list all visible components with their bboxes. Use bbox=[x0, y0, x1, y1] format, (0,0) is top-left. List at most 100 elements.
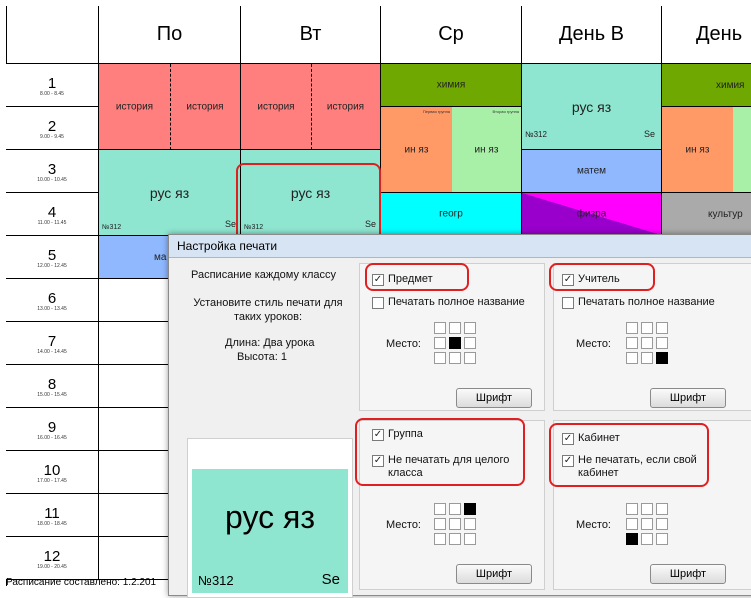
place-slot[interactable] bbox=[641, 352, 653, 364]
subject-checkbox[interactable]: ✓ bbox=[372, 274, 384, 286]
place-slot-selected[interactable] bbox=[656, 352, 668, 364]
period-row: 9 16.00 - 16.45 bbox=[6, 408, 99, 451]
subject-place-grid[interactable] bbox=[434, 322, 478, 366]
place-slot[interactable] bbox=[434, 352, 446, 364]
place-slot[interactable] bbox=[641, 337, 653, 349]
place-slot[interactable] bbox=[626, 352, 638, 364]
teacher-fullname-label: Печатать полное название bbox=[578, 296, 715, 308]
place-slot[interactable] bbox=[464, 322, 476, 334]
place-slot[interactable] bbox=[449, 322, 461, 334]
place-slot[interactable] bbox=[464, 352, 476, 364]
place-slot[interactable] bbox=[449, 518, 461, 530]
place-slot[interactable] bbox=[464, 518, 476, 530]
lesson-subject: рус яз bbox=[290, 184, 331, 201]
period-time: 10.00 - 10.45 bbox=[37, 177, 67, 183]
lesson-history-mon-a[interactable]: история bbox=[99, 64, 170, 150]
place-slot[interactable] bbox=[434, 337, 446, 349]
print-settings-dialog[interactable]: Настройка печати Расписание каждому клас… bbox=[168, 234, 751, 598]
highlight-cabinet bbox=[549, 423, 709, 487]
place-slot[interactable] bbox=[641, 322, 653, 334]
period-row: 7 14.00 - 14.45 bbox=[6, 322, 99, 365]
place-slot[interactable] bbox=[449, 503, 461, 515]
group-font-button[interactable]: Шрифт bbox=[456, 564, 532, 584]
place-slot[interactable] bbox=[641, 503, 653, 515]
place-slot[interactable] bbox=[626, 337, 638, 349]
lesson-chemistry-wed[interactable]: химия bbox=[381, 64, 522, 107]
period-number: 3 bbox=[47, 161, 57, 178]
teacher-checkbox[interactable]: ✓ bbox=[562, 274, 574, 286]
period-time: 16.00 - 16.45 bbox=[37, 435, 67, 441]
cabinet-noprint-checkbox[interactable]: ✓ bbox=[562, 455, 574, 467]
place-slot[interactable] bbox=[641, 518, 653, 530]
teacher-font-button[interactable]: Шрифт bbox=[650, 388, 726, 408]
day-header-next: День bbox=[662, 6, 751, 64]
day-header-mon: По bbox=[99, 6, 241, 64]
lesson-inyaz-next-a[interactable]: ин яз bbox=[662, 107, 733, 193]
place-slot[interactable] bbox=[434, 518, 446, 530]
cabinet-noprint-label: Не печатать, если свой кабинет bbox=[578, 454, 697, 479]
place-slot[interactable] bbox=[641, 533, 653, 545]
place-slot[interactable] bbox=[434, 322, 446, 334]
period-row: 1 8.00 - 8.45 bbox=[6, 64, 99, 107]
subject-place-label: Место: bbox=[386, 338, 421, 350]
period-row: 5 12.00 - 12.45 bbox=[6, 236, 99, 279]
subject-label: Предмет bbox=[388, 273, 433, 285]
place-slot[interactable] bbox=[656, 518, 668, 530]
lesson-inyaz-wed-b[interactable]: Вторая группа ин яз bbox=[452, 107, 522, 193]
place-slot-selected[interactable] bbox=[464, 503, 476, 515]
group-divider bbox=[311, 64, 312, 150]
group-label: Первая группа bbox=[422, 109, 450, 114]
place-slot[interactable] bbox=[464, 533, 476, 545]
lesson-room: №312 bbox=[102, 224, 122, 231]
period-row: 8 15.00 - 15.45 bbox=[6, 365, 99, 408]
highlight-teacher bbox=[549, 263, 655, 291]
subject-panel: ✓ Предмет Печатать полное название Место… bbox=[359, 263, 545, 411]
dialog-title: Настройка печати bbox=[169, 235, 751, 258]
place-slot[interactable] bbox=[449, 533, 461, 545]
group-noprint-checkbox[interactable]: ✓ bbox=[372, 455, 384, 467]
period-time: 18.00 - 18.45 bbox=[37, 521, 67, 527]
place-slot[interactable] bbox=[656, 337, 668, 349]
lesson-history-mon-b[interactable]: история bbox=[170, 64, 241, 150]
highlight-selected-lesson bbox=[236, 163, 381, 242]
lesson-math-dayv[interactable]: матем bbox=[522, 150, 662, 193]
lesson-chemistry-next[interactable]: химия bbox=[662, 64, 751, 107]
subject-font-button[interactable]: Шрифт bbox=[456, 388, 532, 408]
place-slot[interactable] bbox=[449, 352, 461, 364]
lesson-history-tue-a[interactable]: история bbox=[241, 64, 311, 150]
subject-fullname-checkbox[interactable] bbox=[372, 297, 384, 309]
lesson-history-tue-b[interactable]: история bbox=[311, 64, 381, 150]
place-slot[interactable] bbox=[434, 533, 446, 545]
lesson-geo-wed[interactable]: геогр bbox=[381, 193, 522, 236]
place-slot-selected[interactable] bbox=[626, 533, 638, 545]
lesson-rus-dayv[interactable]: рус яз №312 Se bbox=[522, 64, 662, 150]
teacher-place-grid[interactable] bbox=[626, 322, 670, 366]
preview-cell: рус яз №312 Se bbox=[192, 469, 348, 593]
group-place-grid[interactable] bbox=[434, 503, 478, 547]
lesson-rus-mon[interactable]: рус яз №312 Se bbox=[99, 150, 241, 236]
period-number: 8 bbox=[47, 376, 57, 393]
lesson-inyaz-wed-a[interactable]: Первая группа ин яз bbox=[381, 107, 452, 193]
cabinet-place-grid[interactable] bbox=[626, 503, 670, 547]
place-slot[interactable] bbox=[656, 533, 668, 545]
lesson-culture-next[interactable]: культур bbox=[662, 193, 751, 236]
place-slot[interactable] bbox=[656, 503, 668, 515]
teacher-fullname-checkbox[interactable] bbox=[562, 297, 574, 309]
group-checkbox[interactable]: ✓ bbox=[372, 429, 384, 441]
place-slot[interactable] bbox=[434, 503, 446, 515]
lesson-inyaz-next-b[interactable] bbox=[733, 107, 751, 193]
cabinet-font-button[interactable]: Шрифт bbox=[650, 564, 726, 584]
day-header-tue: Вт bbox=[241, 6, 381, 64]
place-slot-selected[interactable] bbox=[449, 337, 461, 349]
period-number: 7 bbox=[47, 333, 57, 350]
place-slot[interactable] bbox=[656, 322, 668, 334]
cabinet-checkbox[interactable]: ✓ bbox=[562, 433, 574, 445]
place-slot[interactable] bbox=[464, 337, 476, 349]
group-noprint-label: Не печатать для целого класса bbox=[388, 454, 510, 479]
place-slot[interactable] bbox=[626, 518, 638, 530]
place-slot[interactable] bbox=[626, 503, 638, 515]
lesson-phys-dayv[interactable]: физра bbox=[522, 193, 662, 236]
lesson-subject: рус яз bbox=[149, 184, 190, 201]
place-slot[interactable] bbox=[626, 322, 638, 334]
height-label: Высота: 1 bbox=[237, 351, 288, 363]
